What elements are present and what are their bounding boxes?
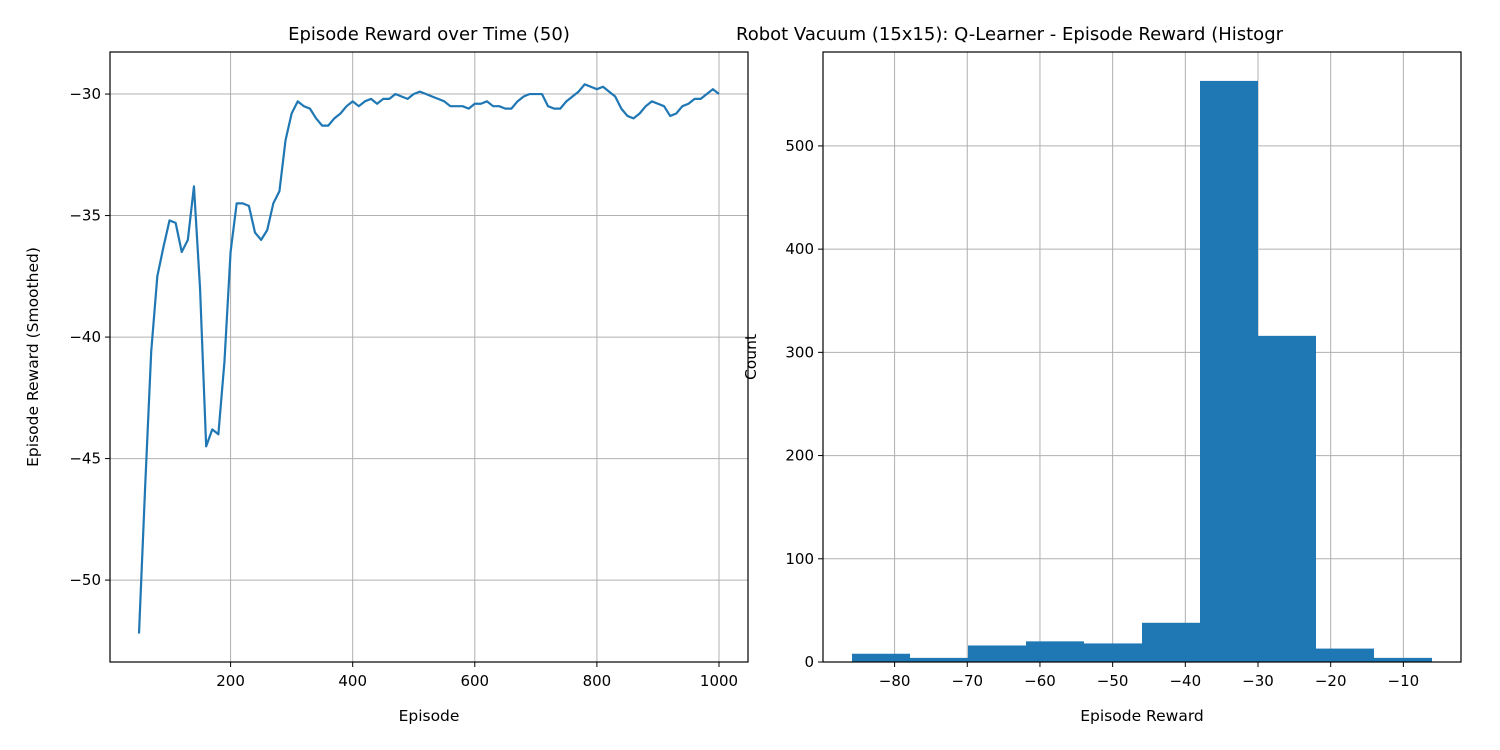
x-tick-label: 600: [460, 672, 489, 690]
subplot: 200 400 600 800 1000 −50 −45 −40 −35 −30 Episode R…: [24, 24, 749, 725]
bar: [1200, 80, 1258, 663]
y-tick-label: 200: [785, 447, 814, 465]
x-tick-label: 1000: [700, 672, 738, 690]
y-tick-label: 400: [785, 240, 814, 258]
y-tick-label: −35: [69, 207, 101, 225]
bar: [968, 645, 1026, 662]
chart-title: Episode Reward over Time (50): [288, 24, 570, 45]
y-tick-label: −45: [69, 450, 101, 468]
bar: [1142, 622, 1200, 662]
x-tick-label: 800: [583, 672, 612, 690]
subplot: −80 −70 −60 −50 −40 −30 −20 −10 0 100 200 300 400 500…: [736, 24, 1462, 725]
x-tick-label: −50: [1097, 672, 1129, 690]
y-tick-label: 0: [804, 653, 814, 671]
line: [137, 83, 720, 634]
x-tick-label: 200: [216, 672, 245, 690]
chart-title: Robot Vacuum (15x15): Q-Learner - Episod…: [736, 24, 1284, 45]
x-axis-label: Episode Reward: [1080, 707, 1204, 725]
x-tick-label: −30: [1242, 672, 1274, 690]
y-tick-label: −30: [69, 85, 101, 103]
y-axis-label: Count: [742, 334, 760, 380]
y-tick-label: −40: [69, 328, 101, 346]
x-tick-label: −60: [1024, 672, 1056, 690]
y-axis-label: Episode Reward (Smoothed): [24, 247, 42, 467]
x-tick-label: −70: [951, 672, 983, 690]
axes-frame: [822, 51, 1462, 663]
x-tick-label: −20: [1315, 672, 1347, 690]
y-tick-label: −50: [69, 571, 101, 589]
y-tick-label: 500: [785, 137, 814, 155]
axes-frame: [109, 51, 749, 663]
x-tick-label: −10: [1388, 672, 1420, 690]
x-tick-label: −40: [1169, 672, 1201, 690]
bar: [910, 657, 968, 662]
x-tick-label: 400: [338, 672, 367, 690]
x-axis-label: Episode: [399, 707, 460, 725]
bar: [1026, 641, 1084, 662]
bar: [1374, 657, 1432, 662]
bar: [1258, 335, 1316, 662]
y-tick-label: 100: [785, 550, 814, 568]
bar: [1316, 648, 1374, 662]
bar: [852, 653, 910, 662]
bar: [1084, 643, 1142, 662]
x-tick-label: −80: [879, 672, 911, 690]
y-tick-label: 300: [785, 343, 814, 361]
